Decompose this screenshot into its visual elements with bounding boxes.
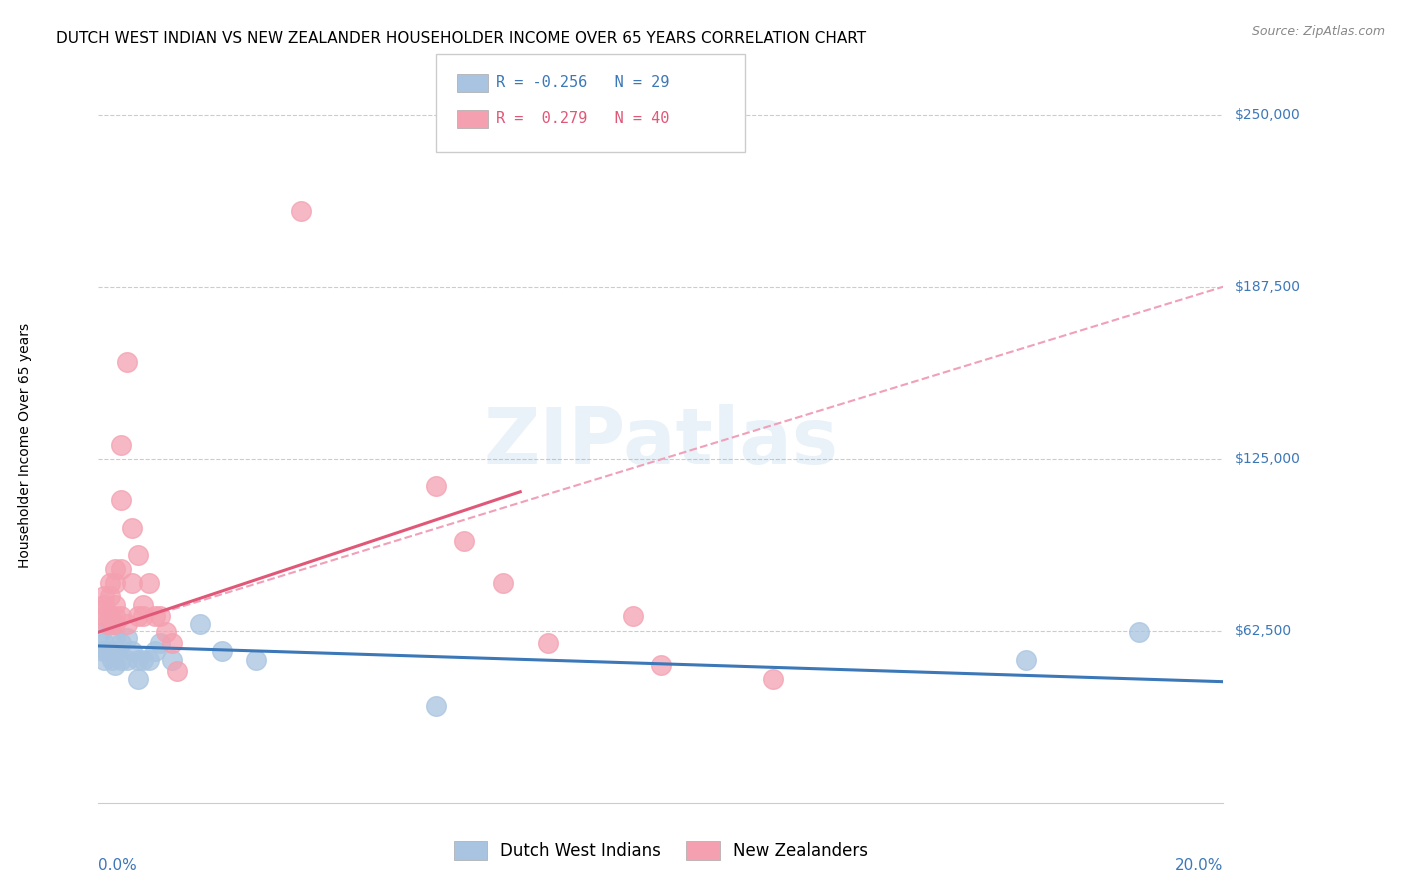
Point xyxy=(155,625,177,640)
Text: R = -0.256   N = 29: R = -0.256 N = 29 xyxy=(496,76,669,90)
Point xyxy=(149,636,172,650)
Point xyxy=(138,653,160,667)
Point xyxy=(110,608,132,623)
Legend: Dutch West Indians, New Zealanders: Dutch West Indians, New Zealanders xyxy=(447,834,875,867)
Point xyxy=(104,644,127,658)
Point xyxy=(115,616,138,631)
Point xyxy=(121,575,143,590)
Point xyxy=(127,653,149,667)
Point xyxy=(96,644,118,658)
Point xyxy=(98,590,121,604)
Point xyxy=(101,653,124,667)
Point xyxy=(96,616,118,631)
Text: Source: ZipAtlas.com: Source: ZipAtlas.com xyxy=(1251,25,1385,38)
Text: 20.0%: 20.0% xyxy=(1175,858,1223,873)
Point xyxy=(121,520,143,534)
Point xyxy=(98,644,121,658)
Point xyxy=(101,616,124,631)
Point xyxy=(115,631,138,645)
Text: 0.0%: 0.0% xyxy=(98,858,138,873)
Point xyxy=(160,636,183,650)
Point xyxy=(650,658,672,673)
Point xyxy=(188,616,211,631)
Point xyxy=(492,575,515,590)
Text: DUTCH WEST INDIAN VS NEW ZEALANDER HOUSEHOLDER INCOME OVER 65 YEARS CORRELATION : DUTCH WEST INDIAN VS NEW ZEALANDER HOUSE… xyxy=(56,31,866,46)
Point xyxy=(104,616,127,631)
Point xyxy=(93,636,115,650)
Point xyxy=(93,598,115,612)
Point xyxy=(90,603,112,617)
Point xyxy=(143,644,166,658)
Point xyxy=(245,653,267,667)
Point xyxy=(290,204,312,219)
Point xyxy=(149,608,172,623)
Point xyxy=(1128,625,1150,640)
Text: R =  0.279   N = 40: R = 0.279 N = 40 xyxy=(496,112,669,126)
Point xyxy=(425,479,447,493)
Point xyxy=(1015,653,1038,667)
Point xyxy=(104,608,127,623)
Point xyxy=(104,631,127,645)
Point xyxy=(98,608,121,623)
Point xyxy=(104,658,127,673)
Point xyxy=(143,608,166,623)
Point xyxy=(537,636,560,650)
Point xyxy=(110,636,132,650)
Point xyxy=(110,562,132,576)
Point xyxy=(93,608,115,623)
Point xyxy=(110,438,132,452)
Point xyxy=(93,653,115,667)
Point xyxy=(453,534,475,549)
Point xyxy=(132,653,155,667)
Point xyxy=(98,616,121,631)
Point xyxy=(127,608,149,623)
Point xyxy=(132,608,155,623)
Point xyxy=(104,562,127,576)
Text: ZIPatlas: ZIPatlas xyxy=(484,403,838,480)
Text: $125,000: $125,000 xyxy=(1234,451,1301,466)
Point xyxy=(160,653,183,667)
Point xyxy=(115,653,138,667)
Point xyxy=(121,644,143,658)
Text: Householder Income Over 65 years: Householder Income Over 65 years xyxy=(18,322,32,567)
Point xyxy=(91,644,114,658)
Point xyxy=(93,590,115,604)
Text: $187,500: $187,500 xyxy=(1234,280,1301,293)
Point xyxy=(211,644,233,658)
Point xyxy=(425,699,447,714)
Point xyxy=(127,548,149,562)
Point xyxy=(138,575,160,590)
Point xyxy=(115,355,138,369)
Point xyxy=(110,493,132,508)
Point xyxy=(110,653,132,667)
Point xyxy=(104,575,127,590)
Point xyxy=(621,608,644,623)
Point xyxy=(98,575,121,590)
Point xyxy=(762,672,785,686)
Point xyxy=(127,672,149,686)
Point xyxy=(104,598,127,612)
Point xyxy=(132,598,155,612)
Text: $62,500: $62,500 xyxy=(1234,624,1292,638)
Text: $250,000: $250,000 xyxy=(1234,108,1301,121)
Point xyxy=(90,625,112,640)
Point xyxy=(166,664,188,678)
